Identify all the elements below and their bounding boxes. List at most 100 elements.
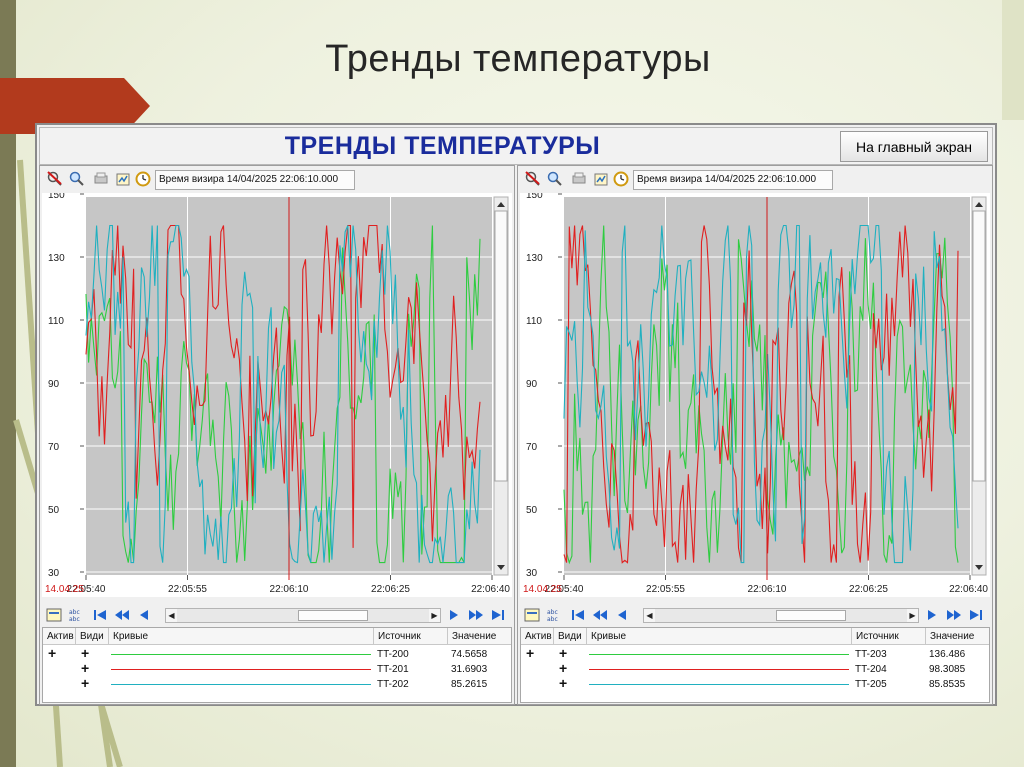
scroll-down-arrow <box>975 565 983 570</box>
curves-legend: Актив Види Кривые Источник Значение + + TT… <box>520 627 990 703</box>
trend-plot[interactable]: 150 130 110 90 70 50 30 22:05:40 22:05:55 22:06:1… <box>520 193 990 617</box>
fast-back-icon[interactable] <box>592 607 608 623</box>
reset-zoom-icon[interactable] <box>524 170 542 188</box>
visible-marker[interactable]: + <box>559 660 568 676</box>
time-scrollbar[interactable]: ◀ ▶ <box>643 608 919 623</box>
settings-icon[interactable] <box>524 607 540 623</box>
scroll-thumb[interactable] <box>776 610 846 621</box>
current-value: 85.2615 <box>451 679 488 690</box>
col-source: Источник <box>374 628 448 645</box>
svg-text:abc: abc <box>547 616 558 623</box>
clock-icon[interactable] <box>612 170 630 188</box>
curve-swatch <box>589 654 849 655</box>
scroll-right-arrow[interactable]: ▶ <box>429 609 440 622</box>
legend-row[interactable]: + TT-201 31.6903 <box>43 660 511 677</box>
source-tag: TT-200 <box>377 649 409 660</box>
legend-row[interactable]: + + TT-203 136.486 <box>521 645 989 662</box>
x-tick-label: 22:05:40 <box>67 584 106 595</box>
visible-marker[interactable]: + <box>81 660 90 676</box>
y-tick-label: 70 <box>526 442 538 453</box>
settings-icon[interactable] <box>46 607 62 623</box>
scroll-up-arrow <box>975 202 983 207</box>
trend-plot[interactable]: 150 130 110 90 70 50 30 22:05:40 22:05:55 22:06:1… <box>42 193 512 617</box>
source-tag: TT-201 <box>377 664 409 675</box>
step-back-icon[interactable] <box>614 607 630 623</box>
visible-marker[interactable]: + <box>559 675 568 691</box>
reset-zoom-icon[interactable] <box>46 170 64 188</box>
series-line-TT-201 <box>85 224 481 548</box>
step-back-icon[interactable] <box>136 607 152 623</box>
time-scrollbar[interactable]: ◀ ▶ <box>165 608 441 623</box>
y-tick-label: 30 <box>48 568 60 579</box>
col-visible: Види <box>76 628 109 645</box>
zoom-in-icon[interactable] <box>546 170 564 188</box>
slide-decoration-right <box>1002 0 1024 120</box>
source-tag: TT-203 <box>855 649 887 660</box>
x-tick-label: 22:06:25 <box>849 584 888 595</box>
series-line-TT-204 <box>563 225 959 564</box>
series-line-TT-202 <box>85 224 481 564</box>
y-tick-label: 130 <box>48 253 65 264</box>
y-tick-label: 50 <box>526 505 538 516</box>
col-active: Актив <box>43 628 76 645</box>
col-curves: Кривые <box>109 628 374 645</box>
active-marker[interactable]: + <box>48 645 57 661</box>
fast-forward-icon[interactable] <box>468 607 484 623</box>
current-value: 98.3085 <box>929 664 966 675</box>
trend-chart-svg: 150 130 110 90 70 50 30 22:05:40 22:05:55 22:06:1… <box>520 193 990 597</box>
svg-text:abc: abc <box>69 609 80 616</box>
source-tag: TT-204 <box>855 664 887 675</box>
jump-start-icon[interactable] <box>92 607 108 623</box>
legend-row[interactable]: + TT-202 85.2615 <box>43 675 511 692</box>
home-screen-button[interactable]: На главный экран <box>840 131 988 162</box>
navigation-bar: abc abc ◀ ▶ <box>520 604 990 626</box>
visible-marker[interactable]: + <box>81 675 90 691</box>
jump-end-icon[interactable] <box>490 607 506 623</box>
svg-text:abc: abc <box>69 616 80 623</box>
legend-row[interactable]: + + TT-200 74.5658 <box>43 645 511 662</box>
visible-marker[interactable]: + <box>559 645 568 661</box>
y-tick-label: 70 <box>48 442 60 453</box>
curve-swatch <box>589 684 849 685</box>
col-curves: Кривые <box>587 628 852 645</box>
scroll-left-arrow[interactable]: ◀ <box>644 609 655 622</box>
print-icon[interactable] <box>570 170 588 188</box>
active-marker[interactable]: + <box>526 645 535 661</box>
clock-icon[interactable] <box>134 170 152 188</box>
window-title: ТРЕНДЫ ТЕМПЕРАТУРЫ <box>284 132 601 160</box>
legend-row[interactable]: + TT-204 98.3085 <box>521 660 989 677</box>
fast-back-icon[interactable] <box>114 607 130 623</box>
print-icon[interactable] <box>92 170 110 188</box>
scroll-left-arrow[interactable]: ◀ <box>166 609 177 622</box>
scroll-right-arrow[interactable]: ▶ <box>907 609 918 622</box>
y-tick-label: 90 <box>526 379 538 390</box>
export-icon[interactable] <box>114 170 132 188</box>
scroll-thumb[interactable] <box>298 610 368 621</box>
curve-swatch <box>111 669 371 670</box>
step-forward-icon[interactable] <box>924 607 940 623</box>
export-icon[interactable] <box>592 170 610 188</box>
x-tick-label: 22:06:10 <box>748 584 787 595</box>
trend-panel-left: Время визира 14/04/2025 22:06:10.000 150… <box>39 165 515 705</box>
col-visible: Види <box>554 628 587 645</box>
zoom-in-icon[interactable] <box>68 170 86 188</box>
cursor-time-label: Время визира 14/04/2025 22:06:10.000 <box>155 170 355 190</box>
y-tick-label: 110 <box>48 316 64 327</box>
step-forward-icon[interactable] <box>446 607 462 623</box>
jump-start-icon[interactable] <box>570 607 586 623</box>
fast-forward-icon[interactable] <box>946 607 962 623</box>
current-value: 31.6903 <box>451 664 488 675</box>
y-tick-label: 130 <box>526 253 543 264</box>
legend-row[interactable]: + TT-205 85.8535 <box>521 675 989 692</box>
trend-panel-right: Время визира 14/04/2025 22:06:10.000 150… <box>517 165 993 705</box>
scroll-up-arrow <box>497 202 505 207</box>
trend-chart-svg: 150 130 110 90 70 50 30 22:05:40 22:05:55 22:06:1… <box>42 193 512 597</box>
visible-marker[interactable]: + <box>81 645 90 661</box>
navigation-bar: abc abc ◀ ▶ <box>42 604 512 626</box>
jump-end-icon[interactable] <box>968 607 984 623</box>
legend-header: Актив Види Кривые Источник Значение <box>521 628 989 645</box>
trend-window: ТРЕНДЫ ТЕМПЕРАТУРЫ На главный экран Врем… <box>35 123 997 706</box>
y-tick-label: 30 <box>526 568 538 579</box>
